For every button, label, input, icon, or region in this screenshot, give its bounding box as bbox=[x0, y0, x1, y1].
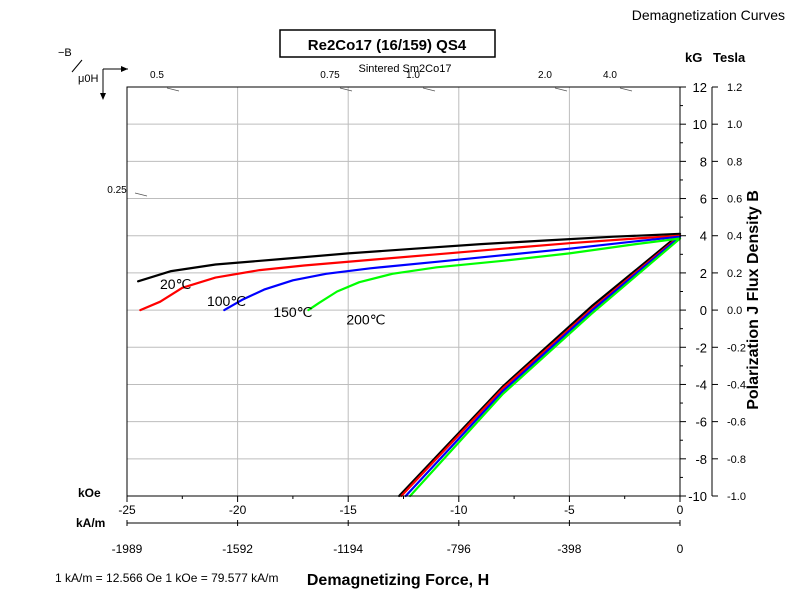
y-tick-label-secondary: -0.6 bbox=[727, 417, 746, 429]
chart-title-box bbox=[279, 29, 496, 58]
permeance-label: 0.5 bbox=[150, 70, 164, 81]
y-tick-label-secondary: 1.2 bbox=[727, 82, 742, 94]
y-axis-title: Polarization J Flux Density B bbox=[745, 190, 762, 410]
series-j-curve-0 bbox=[137, 232, 682, 283]
series-b-line-3 bbox=[409, 237, 682, 498]
y-tick-label-secondary: -0.2 bbox=[727, 342, 746, 354]
corner-slash bbox=[71, 59, 83, 73]
x-tick-label-secondary: -1194 bbox=[333, 542, 363, 556]
y-tick-label: -2 bbox=[695, 340, 707, 355]
permeance-lines: 0.5 0.75 1.0 2.0 4.0 0.25 bbox=[107, 70, 633, 197]
curves bbox=[137, 232, 682, 498]
y-tick-label: -10 bbox=[688, 489, 707, 504]
conversion-note: 1 kA/m = 12.566 Oe 1 kOe = 79.577 kA/m bbox=[55, 571, 278, 585]
y-tick-label: -6 bbox=[695, 415, 707, 430]
permeance-label: 2.0 bbox=[538, 70, 552, 81]
series-label-3: 200℃ bbox=[346, 311, 385, 327]
permeance-label: 0.75 bbox=[320, 70, 340, 81]
x-unit-primary: kOe bbox=[78, 486, 101, 500]
x-unit-secondary: kA/m bbox=[76, 516, 105, 530]
series-label-1: 100℃ bbox=[207, 293, 246, 309]
x-tick-label-secondary: -1592 bbox=[222, 542, 253, 556]
permeance-mark bbox=[619, 87, 633, 92]
corner-arrowhead-x bbox=[121, 66, 128, 72]
permeance-label: 0.25 bbox=[107, 185, 127, 196]
grid bbox=[127, 87, 680, 496]
y-tick-label-secondary: 1.0 bbox=[727, 119, 742, 131]
series-label-2: 150℃ bbox=[273, 304, 312, 320]
corner-arrowhead-y bbox=[100, 93, 106, 100]
axes: -25 -20 -15 -10 -5 0-1989 -1592 -1194 -796 -398 01… bbox=[112, 80, 746, 556]
y-tick-label-secondary: 0.6 bbox=[727, 194, 742, 206]
permeance-mark bbox=[134, 192, 148, 197]
x-tick-label: -5 bbox=[564, 503, 575, 517]
y-tick-label-secondary: 0.0 bbox=[727, 305, 742, 317]
permeance-mark bbox=[339, 87, 353, 92]
y-tick-label: 8 bbox=[700, 154, 707, 169]
y-tick-label: 0 bbox=[700, 303, 707, 318]
y-tick-label-secondary: 0.4 bbox=[727, 231, 742, 243]
y-tick-label: 2 bbox=[700, 266, 707, 281]
y-tick-label: -4 bbox=[695, 377, 707, 392]
x-tick-label: -10 bbox=[450, 503, 468, 517]
series-label-0: 20℃ bbox=[160, 276, 191, 292]
series-j-curve-1 bbox=[139, 234, 682, 312]
y-unit-secondary: Tesla bbox=[713, 50, 746, 65]
series-labels: 20℃ 100℃ 150℃ 200℃ bbox=[160, 276, 385, 327]
y-tick-label: 10 bbox=[693, 117, 707, 132]
series-b-line-2 bbox=[404, 235, 682, 498]
y-tick-label: -8 bbox=[695, 452, 707, 467]
y-tick-label-secondary: 0.8 bbox=[727, 156, 742, 168]
permeance-mark bbox=[554, 87, 568, 92]
x-tick-label: -25 bbox=[118, 503, 136, 517]
plot-frame bbox=[126, 86, 681, 497]
y-tick-label-secondary: 0.2 bbox=[727, 268, 742, 280]
x-tick-label-secondary: -398 bbox=[557, 542, 581, 556]
x-tick-label: -15 bbox=[340, 503, 358, 517]
y-tick-label-secondary: -1.0 bbox=[727, 491, 746, 503]
x-tick-label: -20 bbox=[229, 503, 247, 517]
series-b-line-0 bbox=[398, 232, 682, 498]
permeance-mark bbox=[422, 87, 436, 92]
x-tick-label-secondary: 0 bbox=[677, 542, 684, 556]
x-axis-title: Demagnetizing Force, H bbox=[307, 572, 489, 589]
corner-label-h: μ0H bbox=[78, 73, 98, 85]
y-tick-label: 6 bbox=[700, 192, 707, 207]
permeance-label: 4.0 bbox=[603, 70, 617, 81]
y-tick-label: 12 bbox=[693, 80, 707, 95]
page-title: Demagnetization Curves bbox=[632, 7, 785, 23]
x-tick-label-secondary: -796 bbox=[447, 542, 471, 556]
x-tick-label: 0 bbox=[677, 503, 684, 517]
material-label: Sintered Sm2Co17 bbox=[359, 63, 452, 75]
y-tick-label-secondary: -0.8 bbox=[727, 454, 746, 466]
y-tick-label-secondary: -0.4 bbox=[727, 379, 746, 391]
series-j-curve-3 bbox=[307, 237, 682, 312]
y-tick-label: 4 bbox=[700, 229, 707, 244]
x-tick-label-secondary: -1989 bbox=[112, 542, 143, 556]
series-j-curve-2 bbox=[223, 235, 682, 312]
y-unit-primary: kG bbox=[685, 50, 702, 65]
permeance-label: 1.0 bbox=[406, 70, 420, 81]
chart-title: Re2Co17 (16/159) QS4 bbox=[308, 37, 467, 54]
permeance-mark bbox=[166, 87, 180, 92]
corner-label-b: −B bbox=[58, 47, 72, 59]
